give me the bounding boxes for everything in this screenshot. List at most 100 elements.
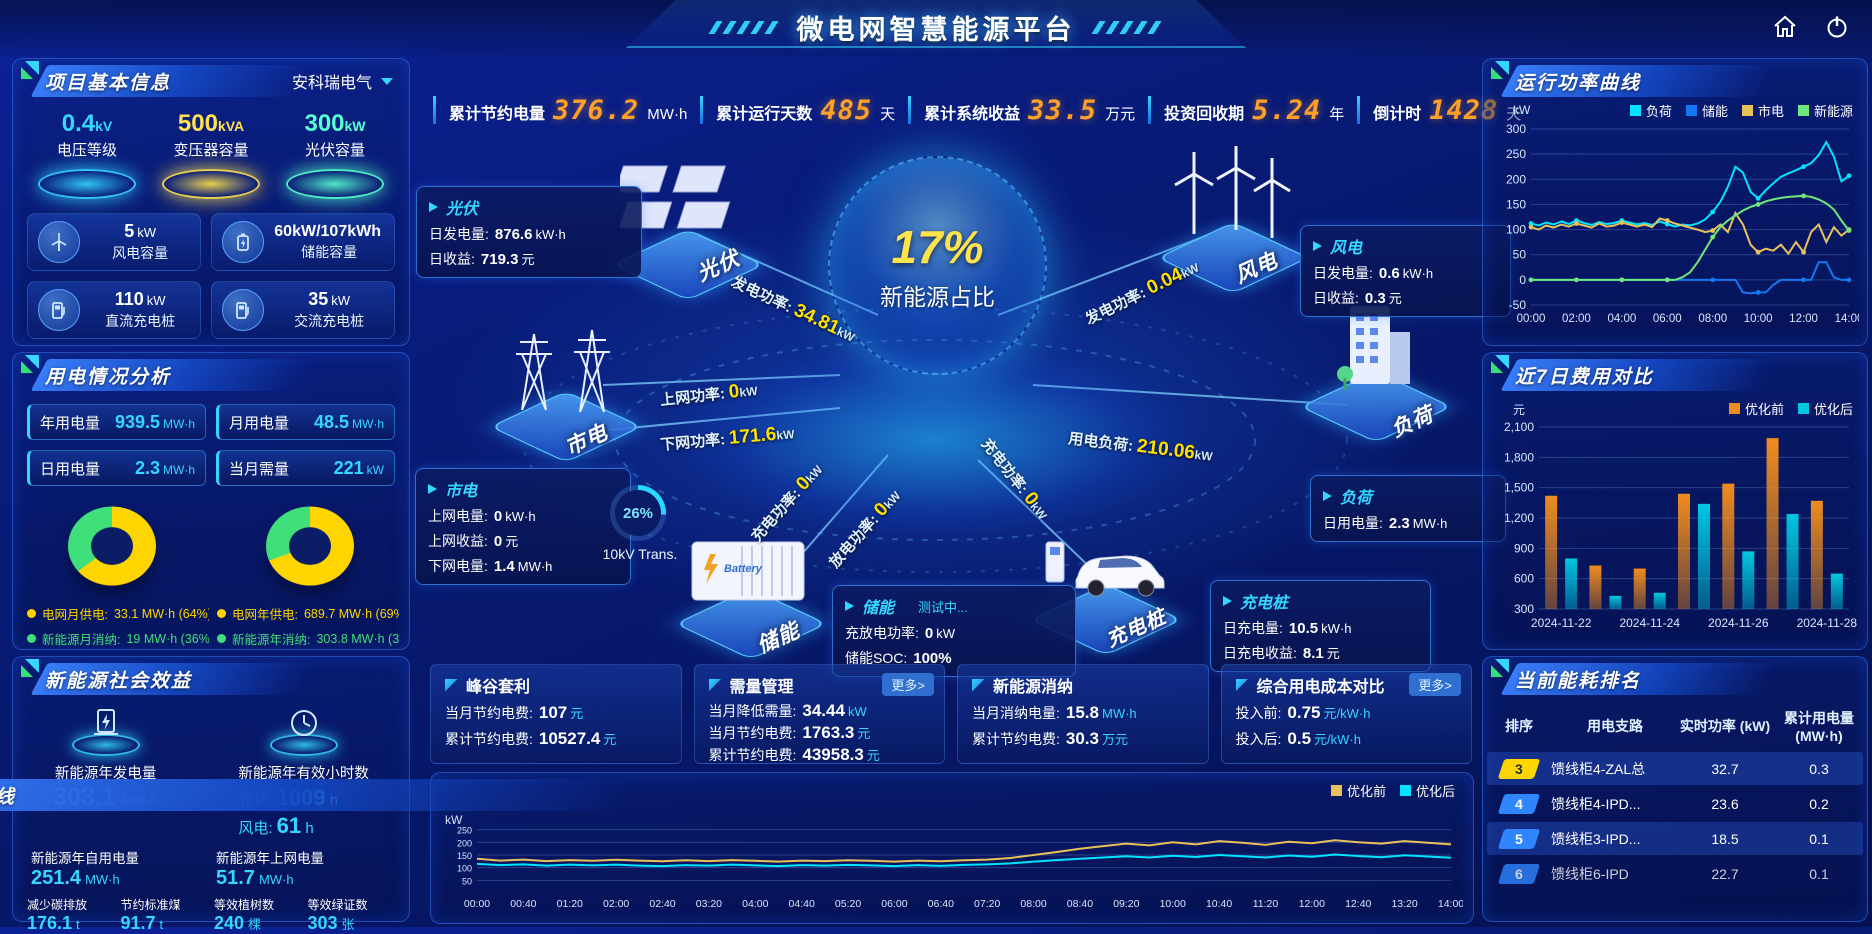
svg-text:2024-11-22: 2024-11-22	[1531, 616, 1592, 630]
top-bar: 微电网智慧能源平台	[0, 0, 1872, 56]
storage-node: Battery 储能	[658, 526, 843, 661]
power-icon[interactable]	[1824, 14, 1850, 40]
svg-text:07:20: 07:20	[974, 898, 1000, 910]
svg-text:13:20: 13:20	[1391, 898, 1417, 910]
grid-info-box: 市电 上网电量: 0 kW·h 上网收益: 0 元 下网电量: 1.4 MW·h	[415, 468, 631, 585]
more-button[interactable]: 更多>	[882, 673, 934, 696]
ev-car-icon	[1045, 541, 1165, 597]
kpi-run-days: 累计运行天数 485 天	[716, 94, 896, 126]
demand-chart: 250 200 150 100 50 00:00 00:40 01:20 02:00 02:40 0…	[457, 826, 1463, 910]
energy-flow-diagram: 17% 新能源占比 光伏 风电 市电	[408, 140, 1511, 677]
more-button[interactable]: 更多>	[1409, 673, 1461, 696]
card-icon	[445, 678, 458, 692]
svg-text:04:40: 04:40	[789, 898, 815, 910]
svg-text:08:00: 08:00	[1698, 313, 1727, 325]
svg-text:2024-11-28: 2024-11-28	[1797, 616, 1858, 630]
legend-item: 负荷	[1629, 101, 1672, 120]
ranking-row: 5 馈线柜3-IPD... 18.5 0.1	[1487, 822, 1863, 855]
svg-text:02:00: 02:00	[1562, 313, 1591, 325]
title-deco-right	[1091, 21, 1164, 34]
svg-text:2024-11-26: 2024-11-26	[1708, 616, 1769, 630]
card-icon	[1235, 678, 1249, 692]
benefit-trees: 等效植树数 240 棵	[214, 898, 275, 933]
rank-badge: 4	[1497, 793, 1541, 814]
chevron-right-icon	[845, 601, 854, 611]
glow-disc	[38, 169, 136, 199]
svg-text:50: 50	[462, 876, 472, 886]
chevron-right-icon	[1313, 241, 1322, 251]
svg-text:200: 200	[457, 838, 472, 848]
kpi-payback: 投资回收期 5.24 年	[1164, 94, 1345, 126]
ranking-header: 排序 用电支路 实时功率 (kW) 累计用电量 (MW·h)	[1505, 710, 1854, 744]
svg-text:150: 150	[457, 851, 472, 861]
wind-turbine-icon	[38, 221, 80, 263]
panel-cost-compare: 近7日费用对比 元 优化前 优化后 2,100 1,800 1,500 1,200 900…	[1482, 352, 1868, 650]
wind-info-box: 风电 日发电量: 0.6 kW·h 日收益: 0.3 元	[1300, 225, 1511, 317]
svg-text:150: 150	[1506, 197, 1526, 211]
podium-voltage: 0.4kV 电压等级	[29, 110, 145, 199]
svg-text:250: 250	[1506, 147, 1526, 161]
legend-grid-month: 电网月供电: 33.1 MW·h (64%)	[27, 604, 209, 623]
legend-grid-year: 电网年供电: 689.7 MW·h (69%)	[217, 604, 399, 623]
panel-corner-icon	[1491, 61, 1509, 79]
clock-icon	[290, 710, 317, 736]
chevron-right-icon	[429, 202, 438, 212]
legend-item: 优化后	[1797, 399, 1853, 418]
power-curve-legend: 负荷 储能 市电 新能源	[1616, 101, 1853, 120]
legend-item: 优化前	[1330, 781, 1386, 800]
benefit-certs: 等效绿证数 303 张	[307, 898, 368, 933]
svg-text:10:00: 10:00	[1744, 313, 1773, 325]
panel-title: 新能源社会效益	[45, 670, 193, 692]
pv-node: 光伏	[608, 158, 768, 308]
stat-day-usage: 日用电量 2.3 MW·h	[27, 450, 206, 486]
svg-text:10:40: 10:40	[1206, 898, 1232, 910]
svg-text:Battery: Battery	[724, 563, 763, 575]
kpi-income: 累计系统收益 33.5 万元	[924, 94, 1136, 126]
svg-text:300: 300	[1514, 602, 1534, 616]
building-icon	[1337, 306, 1410, 390]
svg-text:12:00: 12:00	[1299, 898, 1325, 910]
svg-text:06:00: 06:00	[881, 898, 907, 910]
svg-text:200: 200	[1506, 172, 1526, 186]
transformer-label: 10kV Trans.	[602, 546, 678, 562]
panel-corner-icon	[1491, 659, 1509, 677]
podium-transformer: 500kVA 变压器容量	[153, 110, 269, 199]
svg-text:50: 50	[1513, 248, 1527, 262]
card-renewable-consumption: 新能源消纳 当月消纳电量: 15.8 MW·h 累计节约电费: 30.3 万元	[957, 664, 1209, 764]
svg-text:1,500: 1,500	[1504, 481, 1534, 495]
solar-panels-icon	[620, 165, 731, 229]
svg-text:08:00: 08:00	[1020, 898, 1046, 910]
rank-badge: 3	[1497, 758, 1541, 779]
ranking-row: 4 馈线柜4-IPD... 23.6 0.2	[1487, 787, 1863, 820]
wind-node: 风电	[1148, 146, 1318, 306]
page-title: 微电网智慧能源平台	[796, 15, 1076, 45]
svg-text:04:00: 04:00	[742, 898, 768, 910]
svg-text:250: 250	[457, 826, 472, 836]
capacity-card-ac-charger: 35 kW 交流充电桩	[211, 281, 395, 339]
company-select[interactable]: 安科瑞电气	[292, 69, 397, 93]
panel-corner-icon	[21, 355, 39, 373]
svg-text:04:00: 04:00	[1607, 313, 1636, 325]
svg-text:05:20: 05:20	[835, 898, 861, 910]
svg-text:900: 900	[1514, 541, 1534, 555]
renewable-share-label: 新能源占比	[880, 283, 995, 310]
benefit-coal: 节约标准煤 91.7 t	[120, 898, 181, 933]
svg-text:02:40: 02:40	[649, 898, 675, 910]
benefit-generation: 新能源年发电量 303.1MW·h	[53, 706, 158, 839]
y-axis-unit: kW	[1513, 103, 1531, 117]
panel-title: 近7日费用对比	[1515, 366, 1654, 388]
donut-year	[266, 506, 354, 586]
svg-text:09:20: 09:20	[1113, 898, 1139, 910]
panel-corner-icon	[21, 61, 39, 79]
svg-text:1,200: 1,200	[1504, 511, 1534, 525]
home-icon[interactable]	[1772, 14, 1798, 40]
chevron-right-icon	[1323, 491, 1332, 501]
svg-text:1,800: 1,800	[1504, 450, 1534, 464]
y-axis-unit: kW	[445, 813, 463, 827]
rank-badge: 5	[1497, 828, 1541, 849]
stat-month-usage: 月用电量 48.5 MW·h	[216, 404, 395, 440]
svg-text:2,100: 2,100	[1504, 420, 1534, 434]
panel-usage-analysis: 用电情况分析 年用电量 939.5 MW·h 月用电量 48.5 MW·h 日用电量 2.…	[12, 352, 410, 650]
